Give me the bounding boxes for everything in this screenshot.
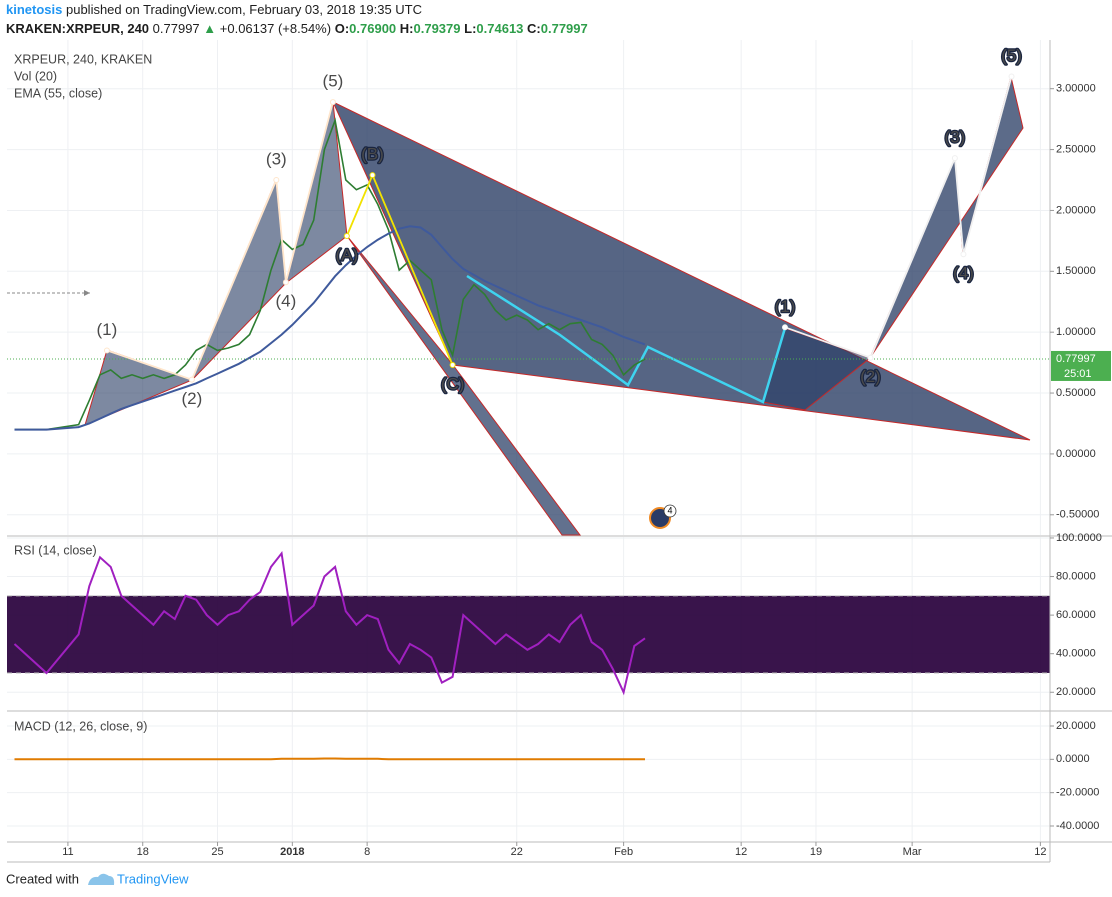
y-tick-label: -0.50000 — [1056, 509, 1099, 521]
y-tick-label: 0.00000 — [1056, 448, 1096, 460]
drawings — [84, 76, 1031, 536]
y-tick-label: 20.0000 — [1056, 720, 1096, 732]
x-tick-label: 12 — [1034, 846, 1046, 858]
y-tick-label: 100.0000 — [1056, 532, 1102, 544]
x-tick-label: Mar — [903, 846, 922, 858]
wave-label: (3) — [266, 149, 287, 168]
wave-label: (1) — [97, 320, 118, 339]
y-tick-label: 0.50000 — [1056, 387, 1096, 399]
ohlc-key: L: — [464, 21, 476, 36]
wave-point — [273, 177, 280, 184]
x-tick-label: 22 — [511, 846, 523, 858]
x-tick-label: 8 — [364, 846, 370, 858]
x-tick-label: 2018 — [280, 846, 304, 858]
ohlc-key: C: — [527, 21, 541, 36]
ohlc-value: 0.76900 — [349, 21, 396, 36]
wave-label: (1) — [775, 297, 796, 316]
wave-point — [1008, 73, 1015, 80]
y-tick-label: 1.50000 — [1056, 265, 1096, 277]
y-tick-label: 1.00000 — [1056, 326, 1096, 338]
header-line: kinetosis published on TradingView.com, … — [6, 2, 422, 17]
ema-label: EMA (55, close) — [14, 86, 102, 100]
wave-label: (4) — [276, 292, 297, 311]
series-line — [13, 550, 646, 696]
y-tick-label: 80.0000 — [1056, 570, 1096, 582]
wave-label: (C) — [441, 375, 465, 394]
x-tick-label: 25 — [211, 846, 223, 858]
wave-label: (2) — [181, 389, 202, 408]
wave-label: (5) — [323, 72, 344, 91]
y-tick-label: 2.00000 — [1056, 204, 1096, 216]
pane-title: XRPEUR, 240, KRAKEN — [14, 52, 152, 66]
y-tick-label: 2.50000 — [1056, 143, 1096, 155]
series-line — [14, 117, 646, 431]
up-arrow: ▲ — [200, 21, 220, 36]
y-tick-label: 40.0000 — [1056, 648, 1096, 660]
wave-point — [781, 324, 788, 331]
wave-point — [282, 279, 289, 286]
price-tag-value: 0.77997 — [1056, 353, 1096, 365]
wave-label: (2) — [860, 367, 881, 386]
published: published on TradingView.com, February 0… — [66, 2, 422, 17]
badge-count-bg — [663, 504, 677, 518]
ohlc-value: 0.74613 — [476, 21, 523, 36]
change: +0.06137 (+8.54%) — [220, 21, 331, 36]
wave-label: (5) — [1001, 46, 1022, 65]
ohlc-value: 0.77997 — [541, 21, 588, 36]
y-tick-label: 3.00000 — [1056, 83, 1096, 95]
last: 0.77997 — [153, 21, 200, 36]
plot: (1) (2) (3) (4) (5) (A) (B) (C) (1) (2) (3) (4) (5) — [7, 45, 1050, 761]
x-tick-label: 19 — [810, 846, 822, 858]
symbol: KRAKEN:XRPEUR, 240 — [6, 21, 149, 36]
y-tick-label: 20.0000 — [1056, 686, 1096, 698]
series-line — [14, 225, 646, 431]
ohlc-value: 0.79379 — [414, 21, 461, 36]
ohlc-key: H: — [400, 21, 414, 36]
wave-label: (3) — [944, 128, 965, 147]
pattern-area — [346, 235, 581, 536]
projection-line — [466, 274, 787, 404]
footer-brand[interactable]: TradingView — [117, 871, 189, 886]
wave-point — [449, 362, 456, 369]
wave-point — [867, 354, 874, 361]
author[interactable]: kinetosis — [6, 2, 62, 17]
wave-point — [329, 99, 336, 106]
arrow-head — [84, 290, 90, 296]
y-tick-label: -20.0000 — [1056, 787, 1099, 799]
wave-label: (B) — [361, 145, 384, 164]
y-tick-label: 60.0000 — [1056, 609, 1096, 621]
wave-point — [951, 155, 958, 162]
wave-point — [960, 251, 967, 258]
x-tick-label: 18 — [137, 846, 149, 858]
x-tick-label: Feb — [614, 846, 633, 858]
x-tick-label: 12 — [735, 846, 747, 858]
wave-label: (4) — [953, 264, 974, 283]
wave-point — [188, 376, 195, 383]
ohlc-key: O: — [335, 21, 349, 36]
rsi-label: RSI (14, close) — [14, 543, 97, 557]
wave-point — [103, 347, 110, 354]
macd-label: MACD (12, 26, close, 9) — [14, 719, 147, 733]
series-line — [14, 757, 645, 761]
badge-count: 4 — [667, 505, 672, 515]
quote-line: KRAKEN:XRPEUR, 240 0.77997 ▲ +0.06137 (+… — [6, 21, 588, 36]
x-tick-label: 11 — [62, 846, 73, 858]
volume-label: Vol (20) — [14, 69, 57, 83]
wave-label: (A) — [335, 245, 358, 264]
price-tag-countdown: 25:01 — [1064, 368, 1092, 380]
axes: -0.50000 0.00000 0.50000 1.00000 1.50000 2.00… — [62, 83, 1111, 858]
price-tag — [1051, 350, 1111, 381]
logo — [88, 873, 115, 885]
y-tick-label: -40.0000 — [1056, 820, 1099, 832]
y-tick-label: 0.0000 — [1056, 753, 1090, 765]
footer-text: Created with — [6, 871, 79, 886]
rsi-band-fill — [7, 595, 1050, 673]
wave-point — [343, 233, 350, 240]
wave-point — [369, 172, 376, 179]
